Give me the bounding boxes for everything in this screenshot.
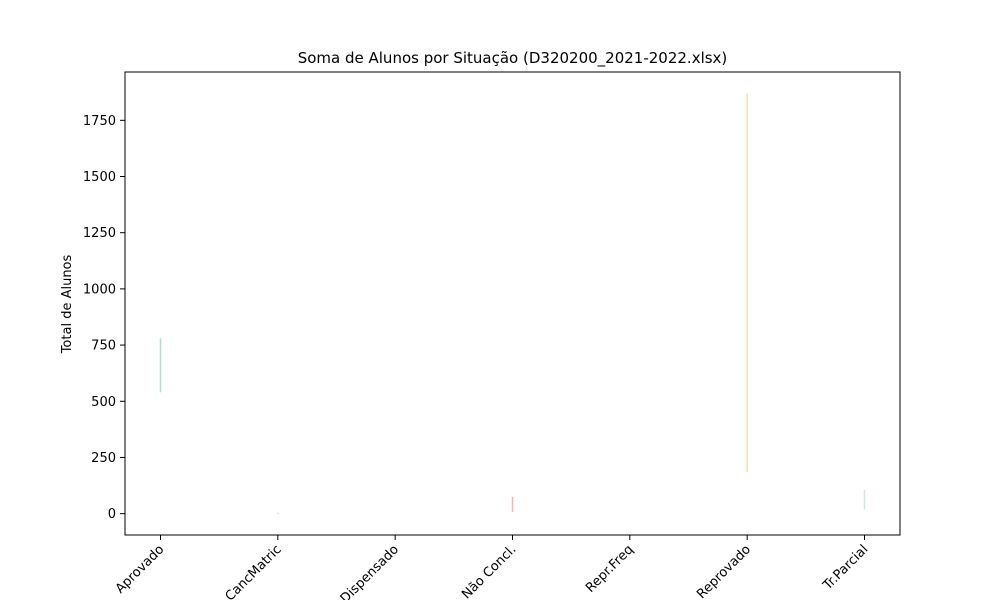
y-axis: 0 250 500 750 1000 1250 1500 1750 — [83, 114, 125, 522]
y-tick-label: 500 — [91, 395, 116, 410]
y-tick-label: 0 — [108, 507, 116, 522]
x-tick-label: Repr.Freq — [583, 542, 637, 596]
x-tick-label: Aprovado — [113, 542, 167, 596]
data-range-cancmatric — [277, 512, 279, 514]
x-axis: Aprovado CancMatric Dispensado Não Concl. Re… — [113, 535, 871, 600]
chart-title: Soma de Alunos por Situação (D320200_202… — [298, 49, 728, 68]
y-tick-label: 750 — [91, 339, 116, 354]
data-marks — [159, 93, 866, 514]
data-range-tr-parcial — [863, 490, 866, 510]
x-tick-label: CancMatric — [223, 542, 285, 600]
y-tick-label: 1500 — [83, 170, 116, 185]
plot-frame — [124, 71, 901, 536]
x-tick-label: Reprovado — [694, 542, 754, 600]
y-axis-label: Total de Alunos — [60, 254, 75, 354]
data-range-reprovado — [746, 93, 748, 473]
y-tick-label: 250 — [91, 451, 116, 466]
y-tick-label: 1000 — [83, 282, 116, 297]
data-range-n-o-concl- — [511, 496, 514, 512]
y-tick-label: 1750 — [83, 114, 116, 129]
x-tick-label: Não Concl. — [459, 542, 519, 600]
x-tick-label: Dispensado — [338, 542, 402, 600]
y-tick-label: 1250 — [83, 226, 116, 241]
x-tick-label: Tr.Parcial — [820, 542, 872, 594]
data-range-aprovado — [159, 338, 162, 393]
